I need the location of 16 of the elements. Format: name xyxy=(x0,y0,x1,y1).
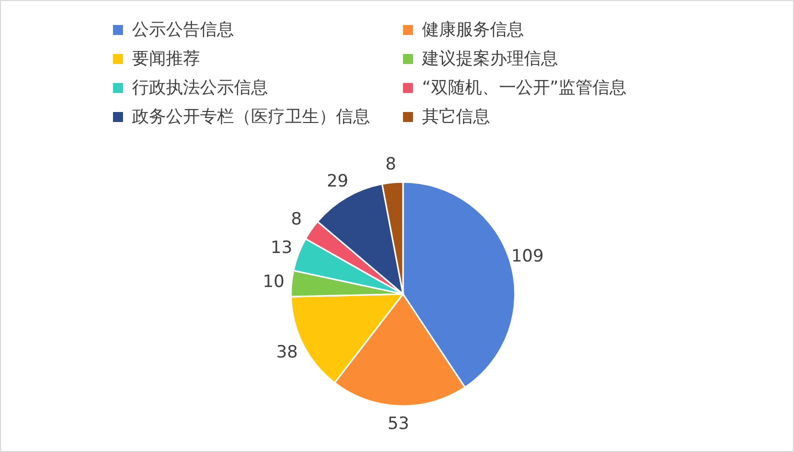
legend-label: 健康服务信息 xyxy=(422,19,524,41)
data-label: 8 xyxy=(385,154,396,175)
data-label: 10 xyxy=(262,272,284,292)
data-label: 29 xyxy=(326,172,348,192)
legend-label: 行政执法公示信息 xyxy=(132,77,268,99)
legend-label: “双随机、一公开”监管信息 xyxy=(422,77,627,99)
data-label: 8 xyxy=(291,210,302,230)
legend-label: 公示公告信息 xyxy=(132,19,234,41)
data-label: 53 xyxy=(388,414,410,434)
legend-label: 其它信息 xyxy=(422,106,490,128)
data-label: 13 xyxy=(270,238,292,258)
legend-label: 要闻推荐 xyxy=(132,48,200,70)
data-label: 38 xyxy=(276,342,298,363)
legend-label: 政务公开专栏（医疗卫生）信息 xyxy=(132,106,370,128)
data-label: 109 xyxy=(511,246,544,266)
legend-label: 建议提案办理信息 xyxy=(422,48,558,70)
